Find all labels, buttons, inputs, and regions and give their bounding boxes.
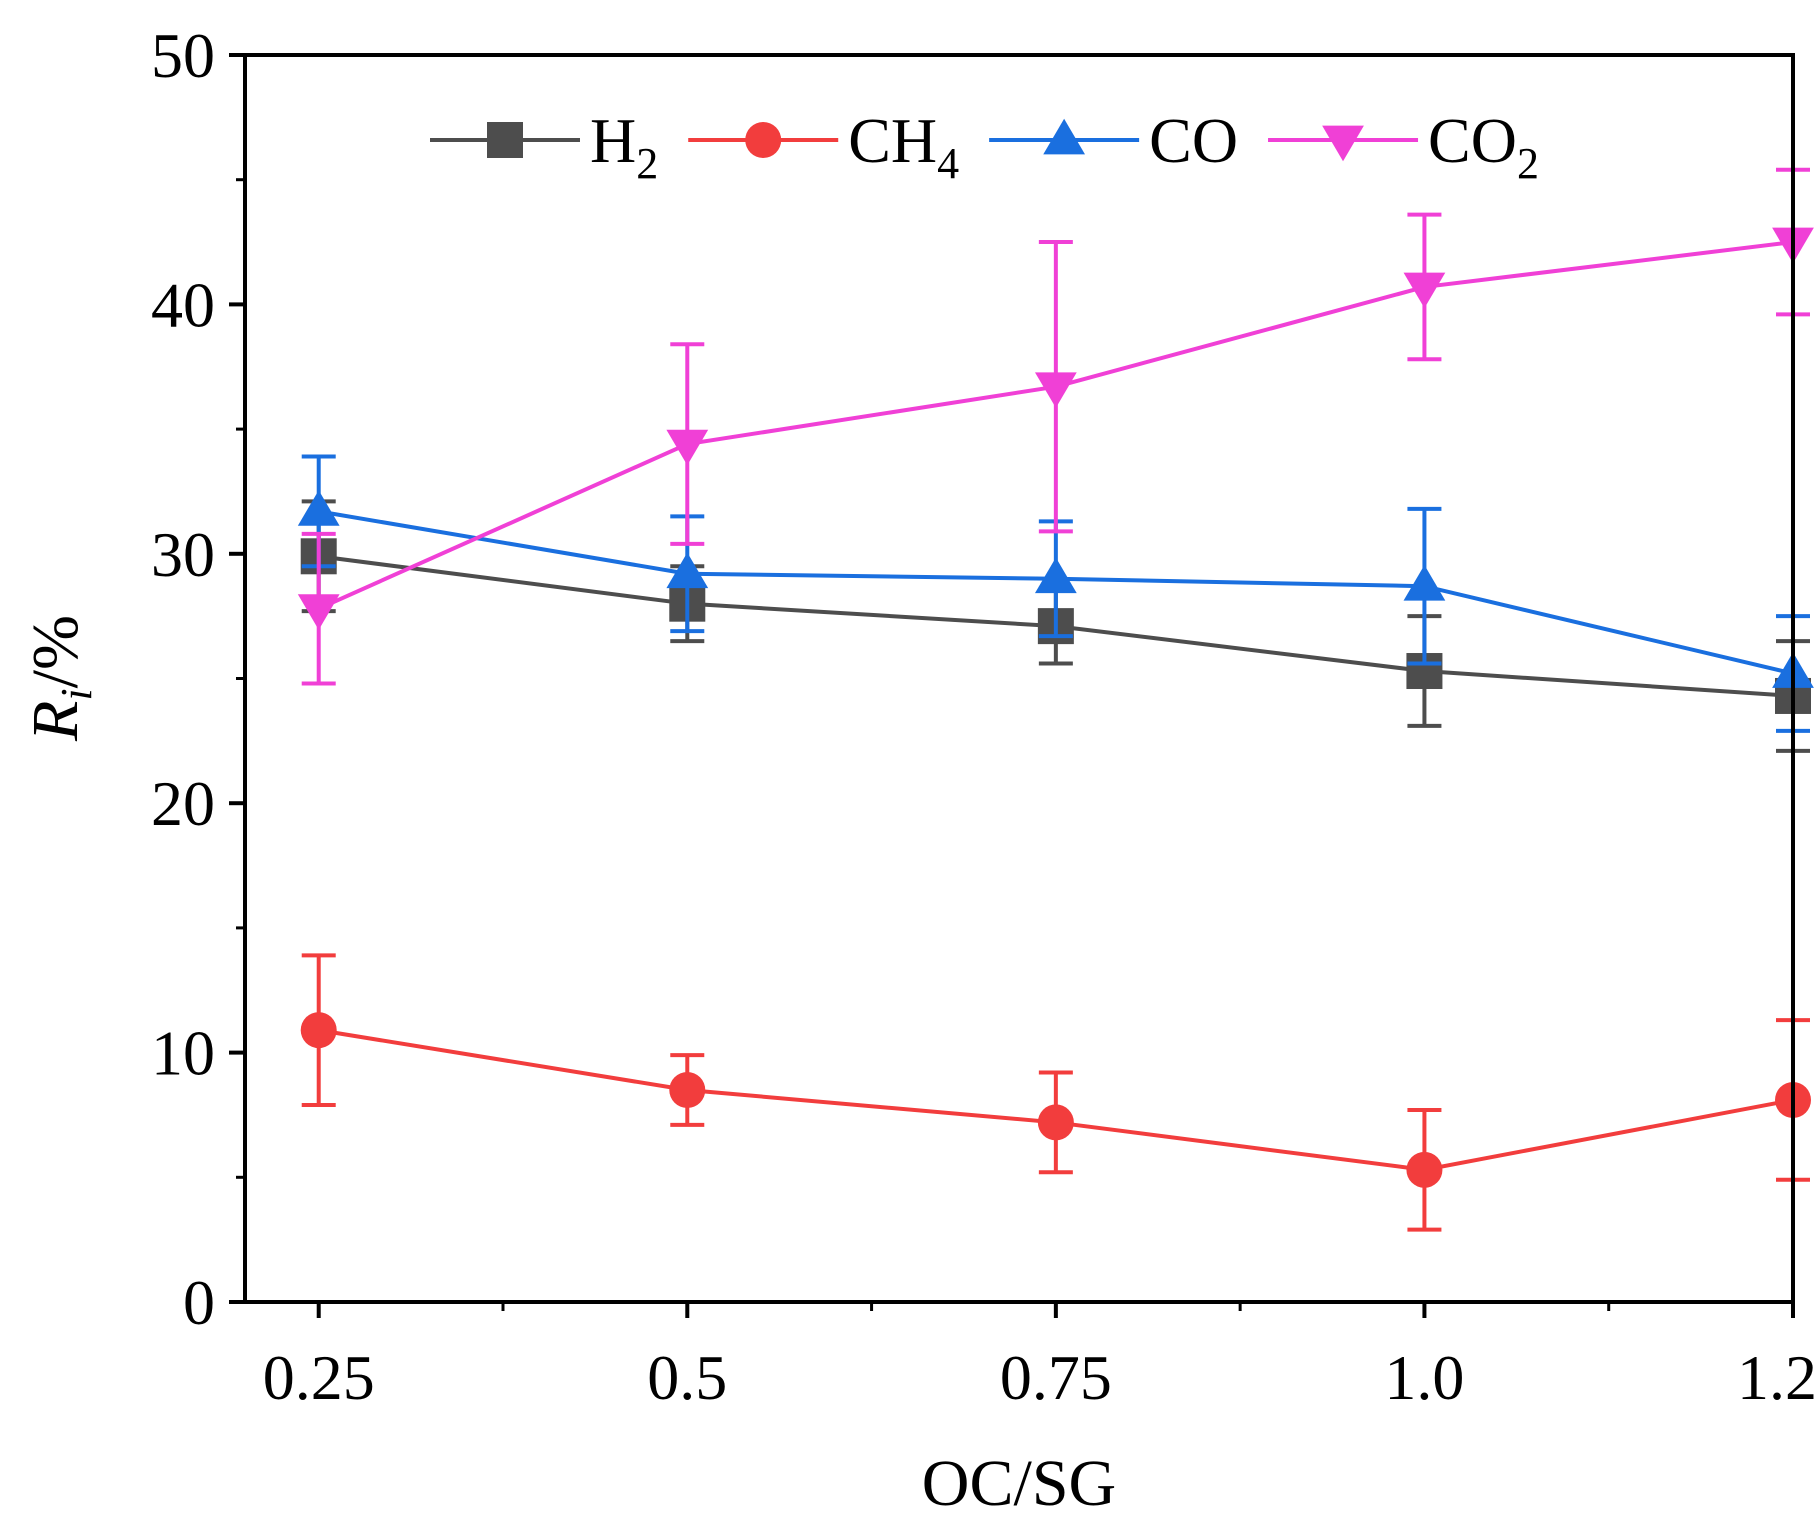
y-tick-label: 20	[151, 768, 215, 839]
data-point-ch4	[669, 1072, 706, 1109]
y-tick-label: 40	[151, 269, 215, 340]
data-point-ch4	[1037, 1104, 1074, 1141]
data-point-co2	[297, 594, 340, 630]
data-point-co2	[1403, 272, 1446, 309]
x-axis-title: OC/SG	[922, 1447, 1116, 1520]
y-axis-title-rest: /%	[19, 615, 92, 688]
y-tick-label: 10	[151, 1018, 215, 1089]
legend: H2 CH4 CO CO2	[430, 105, 1539, 188]
legend-marker-ch4	[745, 122, 782, 158]
legend-label-co: CO	[1149, 105, 1238, 176]
legend-label-ch4: CH4	[848, 105, 959, 188]
y-tick-label: 50	[151, 20, 215, 91]
data-point-co	[297, 490, 340, 526]
legend-item-co: CO	[989, 105, 1238, 176]
data-point-co	[1403, 565, 1446, 601]
y-axis-title: Ri/%	[19, 615, 101, 742]
y-tick-label: 30	[151, 519, 215, 590]
data-point-ch4	[300, 1012, 337, 1049]
data-point-ch4	[1406, 1151, 1443, 1188]
data-point-co	[666, 552, 709, 589]
legend-marker-co2	[1322, 125, 1364, 162]
y-tick-label: 0	[183, 1267, 215, 1338]
series-ch4	[300, 953, 1811, 1232]
y-axis-title-var: R	[19, 701, 92, 742]
x-axis: 0.25 0.5 0.75 1.0 1.25	[263, 1302, 1820, 1413]
legend-label-h2: H2	[590, 105, 658, 188]
y-axis-title-sub: i	[52, 688, 101, 700]
data-point-co2	[666, 429, 709, 466]
legend-item-ch4: CH4	[688, 105, 959, 188]
x-tick-label: 0.75	[1000, 1342, 1112, 1413]
x-tick-label: 1.25	[1737, 1342, 1820, 1413]
legend-item-h2: H2	[430, 105, 658, 188]
legend-item-co2: CO2	[1268, 105, 1539, 188]
legend-marker-co	[1043, 118, 1086, 155]
x-tick-label: 0.5	[647, 1342, 727, 1413]
data-point-co2	[1034, 372, 1077, 408]
data-point-co	[1034, 557, 1077, 594]
legend-marker-h2	[487, 122, 523, 158]
legend-label-co2: CO2	[1428, 105, 1539, 188]
series-layer	[297, 167, 1814, 1232]
x-tick-label: 1.0	[1384, 1342, 1464, 1413]
x-tick-label: 0.25	[263, 1342, 375, 1413]
y-axis: 0 10 20 30 40 50	[151, 20, 245, 1338]
